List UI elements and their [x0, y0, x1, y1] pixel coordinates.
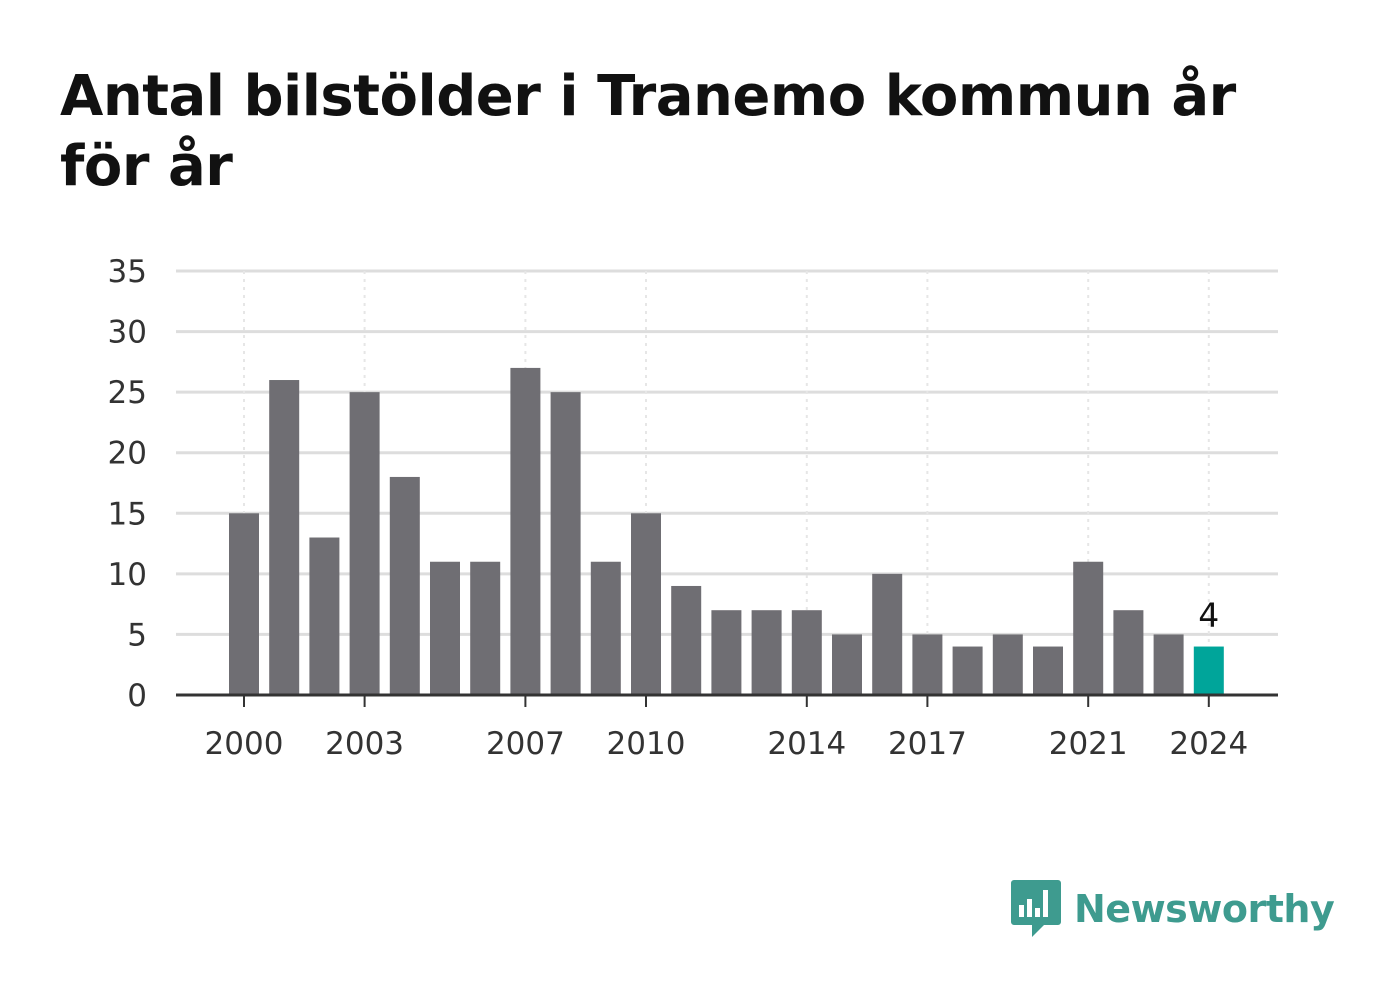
bar-2018	[952, 646, 983, 695]
bar-2007	[510, 367, 541, 695]
bar-2014	[791, 610, 822, 695]
x-tick-label: 2021	[1049, 726, 1128, 762]
x-tick-label: 2003	[325, 726, 404, 762]
newsworthy-logo-icon	[1011, 880, 1061, 937]
brand-name: Newsworthy	[1074, 887, 1335, 931]
x-tick-label: 2007	[486, 726, 565, 762]
bar-2022	[1113, 610, 1144, 695]
data-label-highlight: 4	[1198, 596, 1219, 635]
bar-2008	[550, 392, 581, 695]
bar-2011	[671, 585, 702, 695]
x-tick-label: 2014	[767, 726, 846, 762]
bar-2010	[631, 513, 661, 695]
chart-title: Antal bilstölder i Tranemo kommun år för…	[60, 64, 1236, 199]
bar-2023	[1153, 634, 1184, 695]
bar-2017	[912, 634, 943, 695]
bar-2009	[590, 561, 621, 695]
x-tick-label: 2010	[607, 726, 686, 762]
y-axis-labels: 0 5 10 15 20 25 30 35	[108, 254, 147, 714]
bar-2003	[349, 392, 380, 695]
y-tick-label: 20	[108, 436, 147, 472]
bars	[229, 367, 1224, 695]
y-tick-label: 0	[127, 678, 147, 714]
y-tick-label: 35	[108, 254, 147, 290]
y-tick-label: 30	[108, 315, 147, 351]
brand-logo: Newsworthy	[1010, 878, 1335, 940]
bar-2000	[229, 513, 259, 695]
y-tick-label: 15	[108, 496, 147, 532]
annotations: 4	[1198, 596, 1219, 635]
bar-2015	[832, 634, 862, 695]
x-axis: 2000 2003 2007 2010 2014 2017 2021 2024	[176, 693, 1278, 762]
y-tick-label: 25	[108, 375, 147, 411]
y-tick-label: 10	[108, 557, 147, 593]
bar-2021	[1073, 561, 1104, 695]
x-tick-label: 2000	[205, 726, 284, 762]
bar-2016	[872, 573, 903, 695]
bar-2002	[309, 537, 340, 695]
bar-2006	[470, 561, 501, 695]
bar-2005	[430, 561, 460, 695]
bar-2012	[711, 610, 742, 695]
x-tick-label: 2017	[888, 726, 967, 762]
bar-2020	[1033, 646, 1063, 695]
bar-2001	[269, 380, 300, 695]
bar-2013	[751, 610, 782, 695]
bar-2024	[1193, 646, 1224, 695]
y-tick-label: 5	[127, 617, 147, 653]
bar-2004	[389, 476, 420, 695]
x-tick-label: 2024	[1169, 726, 1248, 762]
bar-2019	[992, 634, 1023, 695]
